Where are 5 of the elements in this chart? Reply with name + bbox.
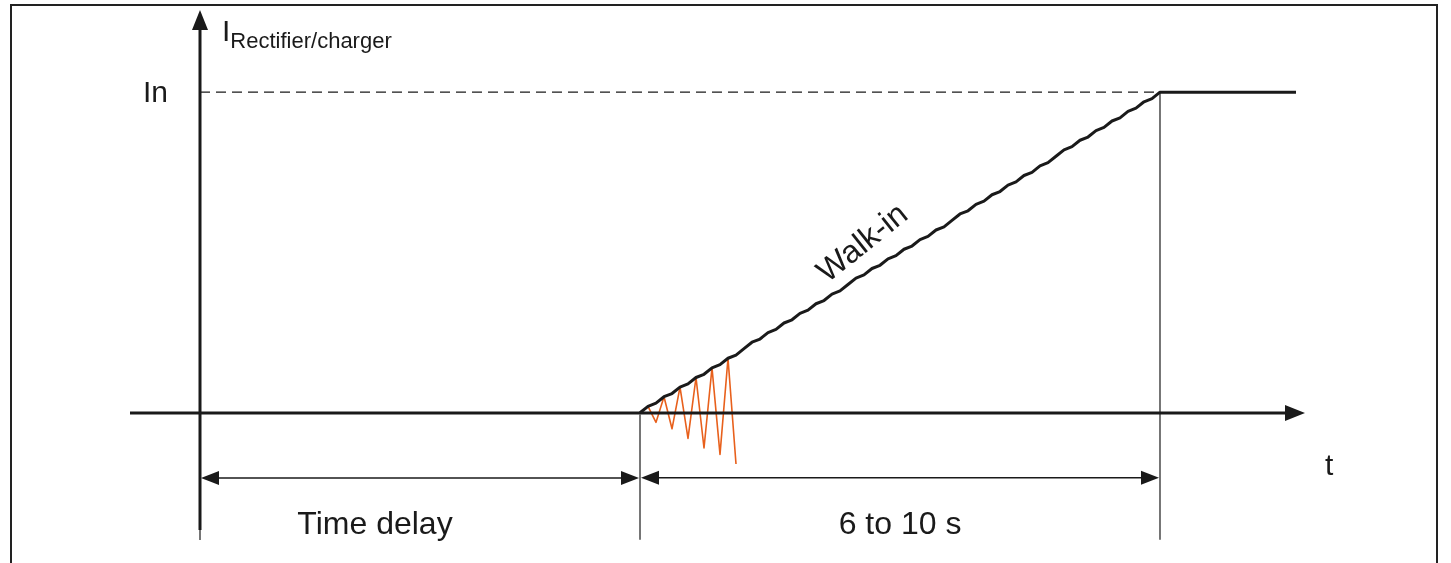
ref-line-label: In <box>142 75 168 109</box>
text: Time delay <box>297 504 453 541</box>
text: 6 to 10 s <box>838 504 962 541</box>
y-axis-title: I$_{Rectifier/charger}$ <box>222 14 392 54</box>
x-axis-title: t <box>1325 448 1334 482</box>
